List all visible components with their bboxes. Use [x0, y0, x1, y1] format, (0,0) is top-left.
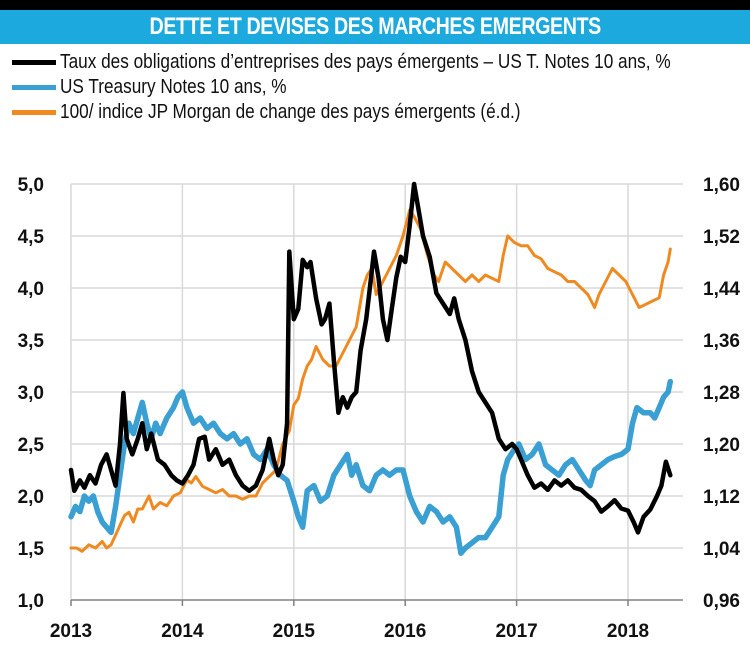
- chart-title: DETTE ET DEVISES DES MARCHES EMERGENTS: [149, 13, 601, 40]
- y-left-tick-label: 5,0: [18, 175, 44, 196]
- legend-item-fx: 100/ indice JP Morgan de change des pays…: [12, 100, 750, 125]
- legend-item-ust: US Treasury Notes 10 ans, %: [12, 75, 750, 100]
- x-tick-label: 2013: [50, 621, 92, 642]
- y-left-tick-label: 3,0: [18, 383, 44, 404]
- y-right-tick-label: 1,04: [703, 539, 740, 560]
- series-lines: [68, 181, 674, 556]
- x-tick-label: 2015: [273, 621, 316, 642]
- series-line-us-treasury: [68, 378, 674, 556]
- y-axis-left: 1,0 1,5 2,0 2,5 3,0 3,5 4,0 4,5 5,0: [18, 175, 45, 612]
- legend-swatch-orange: [12, 110, 56, 115]
- y-right-tick-label: 1,28: [703, 383, 740, 404]
- legend-swatch-black: [12, 60, 56, 65]
- legend-label: Taux des obligations d’entreprises des p…: [60, 51, 671, 73]
- y-right-tick-label: 1,12: [703, 487, 740, 508]
- y-right-tick-label: 0,96: [703, 591, 740, 612]
- y-left-tick-label: 1,5: [18, 539, 45, 560]
- x-tick-label: 2016: [384, 621, 426, 642]
- y-right-tick-label: 1,52: [703, 227, 740, 248]
- y-left-tick-label: 2,5: [18, 435, 45, 456]
- y-right-tick-label: 1,60: [703, 175, 740, 196]
- legend-label: 100/ indice JP Morgan de change des pays…: [60, 101, 521, 123]
- y-right-tick-label: 1,44: [703, 279, 740, 300]
- series-line-jpm-fx: [69, 208, 672, 553]
- legend: Taux des obligations d’entreprises des p…: [12, 50, 750, 125]
- x-tick-label: 2014: [161, 621, 204, 642]
- x-tick-label: 2018: [607, 621, 649, 642]
- y-right-tick-label: 1,36: [703, 331, 740, 352]
- legend-label: US Treasury Notes 10 ans, %: [60, 76, 287, 98]
- y-axis-right: 0,96 1,04 1,12 1,20 1,28 1,36 1,44 1,52 1,60: [703, 175, 740, 612]
- x-axis: 2013 2014 2015 2016 2017 2018: [50, 599, 683, 642]
- series-line-em-spread: [68, 181, 673, 535]
- legend-item-spread: Taux des obligations d’entreprises des p…: [12, 50, 750, 75]
- y-left-tick-label: 3,5: [18, 331, 45, 352]
- x-tick-label: 2017: [495, 621, 537, 642]
- y-left-tick-label: 4,0: [18, 279, 44, 300]
- legend-swatch-blue: [12, 85, 56, 90]
- top-border: [0, 0, 750, 10]
- y-right-tick-label: 1,20: [703, 435, 740, 456]
- gridlines: [70, 183, 683, 600]
- y-left-tick-label: 2,0: [18, 487, 44, 508]
- y-left-tick-label: 4,5: [18, 227, 45, 248]
- chart-title-banner: DETTE ET DEVISES DES MARCHES EMERGENTS: [0, 10, 750, 44]
- y-left-tick-label: 1,0: [18, 591, 44, 612]
